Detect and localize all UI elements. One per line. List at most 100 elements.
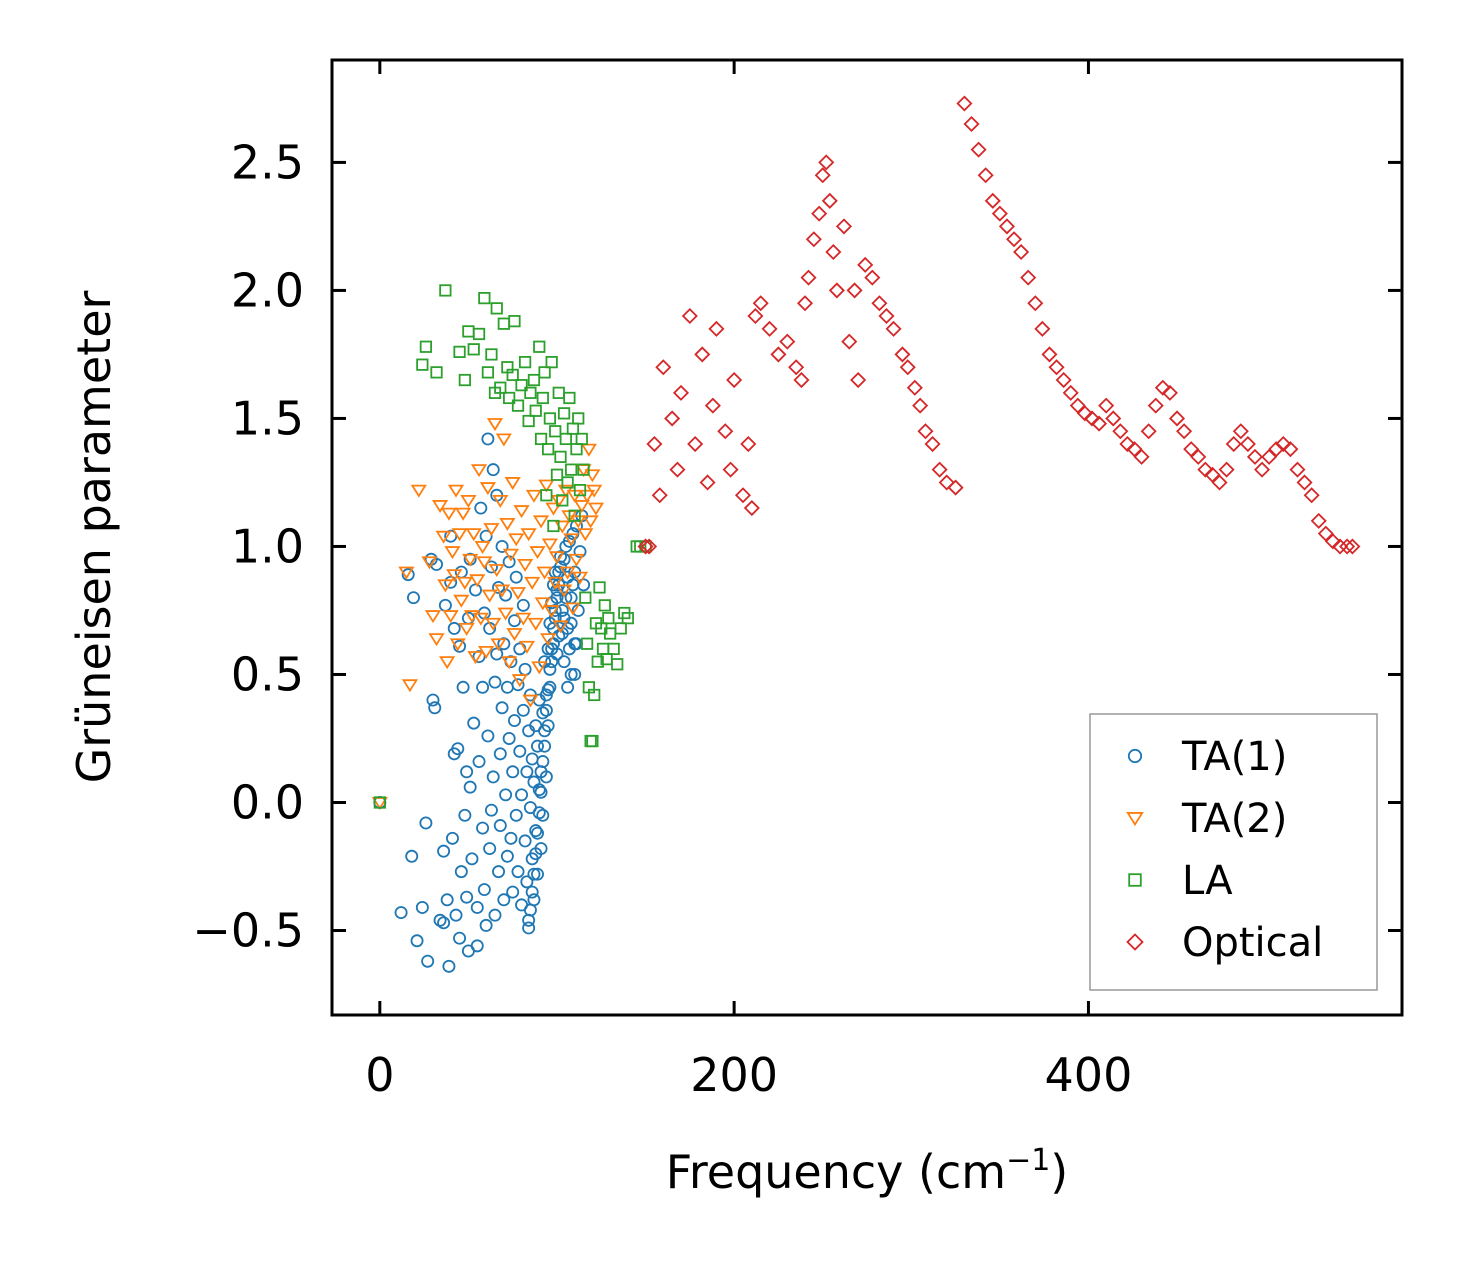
data-point: [431, 500, 449, 514]
data-point: [481, 432, 495, 446]
legend-label: Optical: [1182, 920, 1323, 966]
data-point: [536, 755, 550, 769]
data-point: [568, 667, 582, 681]
data-point: [894, 346, 911, 363]
data-point: [518, 834, 532, 848]
data-point: [779, 333, 796, 350]
data-point: [740, 436, 757, 453]
data-point: [734, 487, 752, 504]
data-point: [1105, 410, 1122, 427]
data-point: [1289, 461, 1306, 478]
data-point: [474, 541, 491, 554]
data-point: [506, 628, 523, 642]
data-point: [424, 610, 442, 624]
data-point: [474, 501, 488, 515]
data-point: [550, 591, 564, 605]
data-point: [444, 546, 461, 560]
data-point: [637, 538, 654, 555]
y-axis-label: Grüneisen parameter: [67, 290, 121, 783]
data-point: [524, 386, 537, 399]
data-point: [515, 612, 532, 626]
data-point: [586, 484, 603, 498]
data-point: [1013, 244, 1030, 261]
data-point: [410, 934, 424, 948]
data-point: [1154, 379, 1171, 396]
data-point: [508, 533, 525, 547]
data-point: [1161, 384, 1178, 401]
data-point: [428, 701, 442, 715]
data-point: [484, 560, 498, 574]
data-point: [495, 701, 509, 715]
legend-label: LA: [1182, 858, 1233, 904]
data-point: [614, 622, 627, 635]
data-point: [818, 154, 835, 171]
data-point: [401, 568, 415, 582]
data-point: [533, 340, 546, 353]
data-point: [931, 461, 948, 478]
data-point: [522, 694, 539, 708]
data-point: [835, 218, 852, 235]
data-point: [770, 346, 787, 363]
data-point: [906, 379, 923, 396]
data-point: [800, 269, 817, 286]
data-point: [527, 373, 541, 387]
data-point: [655, 359, 672, 376]
data-point: [977, 167, 994, 184]
data-point: [476, 821, 490, 835]
data-point: [453, 931, 467, 945]
data-point: [529, 404, 542, 417]
data-point: [587, 502, 605, 516]
data-point: [445, 831, 459, 845]
data-point: [527, 617, 544, 631]
data-point: [568, 509, 581, 522]
data-point: [573, 484, 587, 497]
data-point: [984, 192, 1001, 209]
data-points-layer: [371, 95, 1361, 973]
data-point: [456, 680, 470, 694]
data-point: [476, 680, 490, 694]
data-point: [1339, 538, 1356, 555]
data-point: [547, 576, 564, 590]
data-point: [522, 921, 536, 935]
data-point: [469, 574, 486, 588]
data-point: [556, 494, 569, 507]
data-point: [761, 320, 778, 337]
data-point: [492, 580, 506, 594]
data-point: [1324, 533, 1341, 550]
data-point: [447, 621, 461, 635]
data-point: [503, 391, 516, 405]
data-point: [490, 638, 507, 652]
data-point: [540, 633, 557, 647]
data-point: [442, 959, 456, 973]
data-point: [885, 320, 902, 337]
data-point: [506, 368, 519, 382]
data-point: [1190, 448, 1207, 465]
data-point: [511, 399, 525, 412]
legend-label: TA(1): [1181, 734, 1287, 780]
data-point: [539, 703, 553, 717]
data-point: [444, 575, 458, 589]
data-point: [529, 824, 543, 838]
data-point: [543, 662, 557, 676]
data-point: [497, 637, 511, 651]
data-point: [538, 479, 555, 493]
data-point: [478, 645, 495, 659]
data-point: [419, 340, 433, 353]
data-point: [481, 729, 495, 743]
legend-entries: TA(1) TA(2) LA Optical: [1126, 734, 1323, 966]
data-point: [534, 597, 551, 611]
data-point: [857, 256, 874, 273]
data-point: [1310, 512, 1327, 529]
legend-marker: [1128, 873, 1142, 887]
data-point: [511, 674, 528, 688]
data-point: [507, 714, 521, 728]
data-point: [488, 908, 502, 922]
data-point: [373, 796, 386, 809]
data-point: [479, 482, 496, 496]
data-point: [525, 489, 543, 503]
data-point: [453, 594, 470, 608]
data-point: [497, 893, 511, 907]
data-point: [421, 556, 438, 570]
data-point: [529, 546, 546, 560]
data-point: [548, 603, 562, 617]
